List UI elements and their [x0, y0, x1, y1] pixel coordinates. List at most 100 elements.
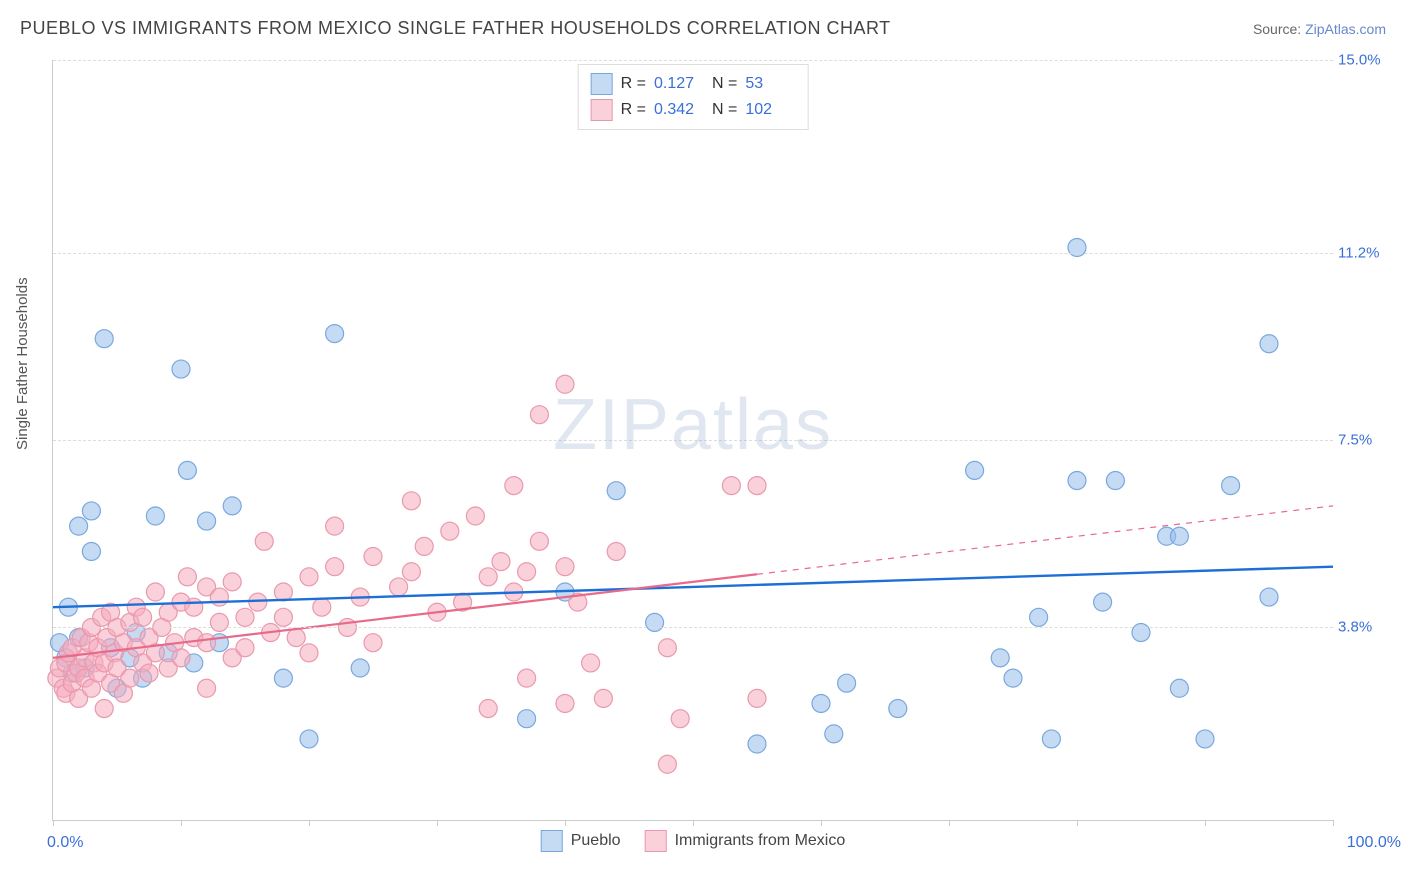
legend-stats-row-pueblo: R = 0.127 N = 53: [591, 71, 796, 97]
scatter-point: [70, 517, 88, 535]
scatter-point: [1170, 527, 1188, 545]
chart-title: PUEBLO VS IMMIGRANTS FROM MEXICO SINGLE …: [20, 18, 891, 39]
gridline: [53, 440, 1333, 441]
scatter-point: [889, 700, 907, 718]
n-value-mexico: 102: [745, 101, 795, 119]
scatter-point: [518, 563, 536, 581]
scatter-point: [1170, 679, 1188, 697]
scatter-point: [1030, 608, 1048, 626]
y-axis-label: Single Father Households: [14, 277, 31, 450]
x-tick: [821, 820, 822, 826]
swatch-pueblo: [591, 73, 613, 95]
legend-item-pueblo: Pueblo: [541, 830, 621, 852]
scatter-point: [1260, 588, 1278, 606]
scatter-point: [255, 532, 273, 550]
scatter-point: [300, 568, 318, 586]
x-tick: [53, 820, 54, 826]
scatter-point: [441, 522, 459, 540]
scatter-point: [479, 700, 497, 718]
y-tick-label: 3.8%: [1338, 619, 1393, 636]
n-label: N =: [712, 75, 737, 93]
source-link[interactable]: ZipAtlas.com: [1305, 21, 1386, 37]
scatter-point: [825, 725, 843, 743]
scatter-point: [249, 593, 267, 611]
x-tick: [1205, 820, 1206, 826]
n-label: N =: [712, 101, 737, 119]
scatter-point: [274, 583, 292, 601]
y-tick-label: 15.0%: [1338, 52, 1393, 69]
source-attribution: Source: ZipAtlas.com: [1253, 21, 1386, 37]
gridline: [53, 627, 1333, 628]
scatter-point: [556, 375, 574, 393]
legend-label-mexico: Immigrants from Mexico: [675, 832, 846, 850]
scatter-point: [402, 492, 420, 510]
x-tick: [565, 820, 566, 826]
scatter-point: [658, 639, 676, 657]
legend-stats-row-mexico: R = 0.342 N = 102: [591, 97, 796, 123]
x-tick: [949, 820, 950, 826]
chart-plot-area: R = 0.127 N = 53 R = 0.342 N = 102 ZIPat…: [52, 60, 1333, 821]
scatter-point: [223, 573, 241, 591]
r-label: R =: [621, 75, 646, 93]
scatter-point: [1196, 730, 1214, 748]
scatter-point: [838, 674, 856, 692]
scatter-point: [198, 679, 216, 697]
x-tick: [693, 820, 694, 826]
scatter-point: [671, 710, 689, 728]
scatter-point: [351, 659, 369, 677]
x-tick: [1077, 820, 1078, 826]
n-value-pueblo: 53: [745, 75, 795, 93]
scatter-point: [415, 537, 433, 555]
scatter-point: [966, 461, 984, 479]
y-tick-label: 7.5%: [1338, 432, 1393, 449]
scatter-point: [82, 542, 100, 560]
scatter-point: [326, 558, 344, 576]
scatter-point: [518, 669, 536, 687]
scatter-point: [210, 588, 228, 606]
scatter-point: [236, 608, 254, 626]
swatch-mexico-bottom: [645, 830, 667, 852]
x-tick: [309, 820, 310, 826]
scatter-point: [402, 563, 420, 581]
scatter-point: [185, 598, 203, 616]
scatter-point: [223, 497, 241, 515]
scatter-point: [658, 755, 676, 773]
header: PUEBLO VS IMMIGRANTS FROM MEXICO SINGLE …: [0, 0, 1406, 47]
scatter-point: [82, 502, 100, 520]
scatter-point: [646, 613, 664, 631]
scatter-point: [812, 694, 830, 712]
scatter-point: [146, 507, 164, 525]
r-label: R =: [621, 101, 646, 119]
scatter-point: [287, 629, 305, 647]
scatter-point: [748, 477, 766, 495]
scatter-point: [146, 583, 164, 601]
scatter-point: [1004, 669, 1022, 687]
scatter-point: [326, 325, 344, 343]
scatter-point: [594, 689, 612, 707]
scatter-point: [1042, 730, 1060, 748]
scatter-point: [172, 649, 190, 667]
scatter-point: [313, 598, 331, 616]
scatter-point: [95, 330, 113, 348]
swatch-mexico: [591, 99, 613, 121]
scatter-point: [178, 461, 196, 479]
x-tick: [181, 820, 182, 826]
r-value-pueblo: 0.127: [654, 75, 704, 93]
x-tick: [437, 820, 438, 826]
legend-label-pueblo: Pueblo: [571, 832, 621, 850]
scatter-point: [134, 608, 152, 626]
scatter-point: [556, 558, 574, 576]
scatter-point: [466, 507, 484, 525]
scatter-point: [390, 578, 408, 596]
scatter-point: [1132, 624, 1150, 642]
scatter-point: [607, 482, 625, 500]
source-prefix: Source:: [1253, 21, 1305, 37]
gridline: [53, 253, 1333, 254]
scatter-point: [1222, 477, 1240, 495]
gridline: [53, 60, 1333, 61]
legend-series: Pueblo Immigrants from Mexico: [541, 830, 846, 852]
scatter-point: [300, 644, 318, 662]
scatter-point: [121, 669, 139, 687]
scatter-point: [274, 669, 292, 687]
x-tick: [1333, 820, 1334, 826]
